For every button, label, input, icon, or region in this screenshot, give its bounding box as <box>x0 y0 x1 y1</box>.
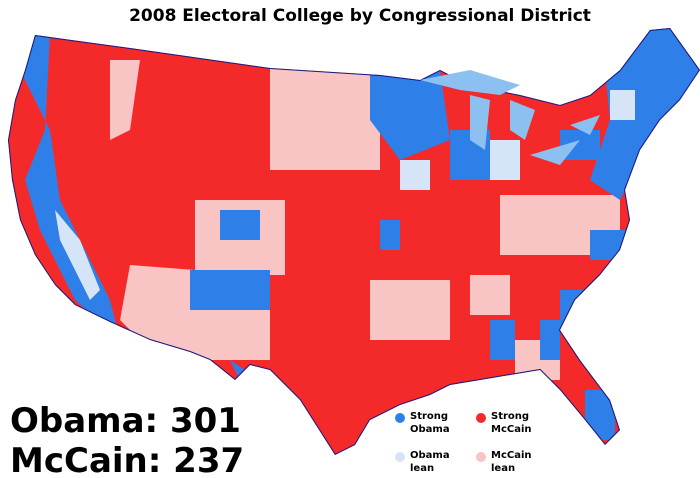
great-lakes <box>420 70 600 165</box>
legend-label: Strong <box>410 411 448 422</box>
mccain-total: McCain: 237 <box>10 441 244 478</box>
legend-swatch <box>476 452 486 462</box>
obama-total: Obama: 301 <box>10 401 241 441</box>
legend-swatch <box>476 413 486 423</box>
legend-label: Obama <box>410 424 450 435</box>
legend-label: McCain <box>491 450 532 461</box>
obama-lean-areas <box>55 90 635 300</box>
legend: Strong Obama Strong McCain Obama lean McCain le… <box>395 411 532 474</box>
us-map <box>8 28 700 455</box>
legend-swatch <box>395 413 405 423</box>
legend-label: Obama <box>410 450 450 461</box>
legend-label: lean <box>491 463 515 474</box>
legend-label: Strong <box>491 411 529 422</box>
mccain-lean-areas <box>110 60 620 380</box>
legend-label: McCain <box>491 424 532 435</box>
legend-swatch <box>395 452 405 462</box>
title: 2008 Electoral College by Congressional … <box>129 6 591 26</box>
legend-label: lean <box>410 463 434 474</box>
